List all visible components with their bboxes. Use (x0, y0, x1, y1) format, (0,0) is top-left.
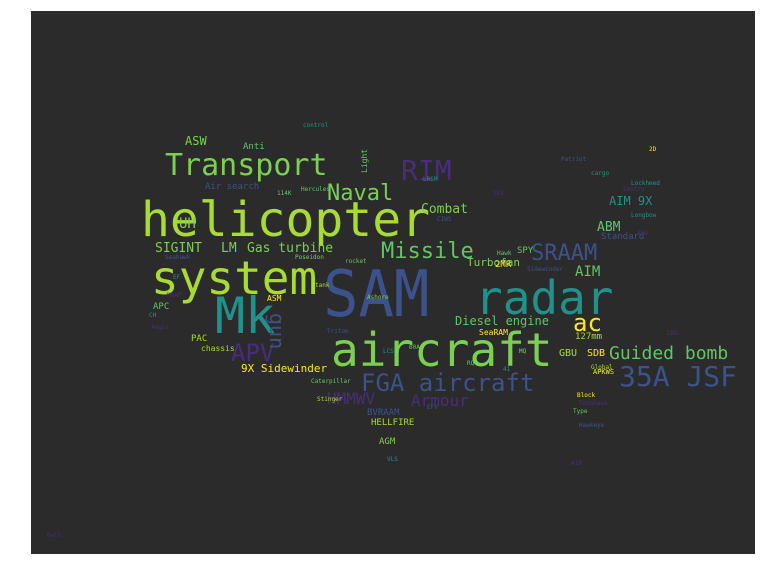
word-bvraam: BVRAAM (367, 408, 400, 418)
word-hawk: Hawk (497, 250, 512, 257)
word-efv: EFV (427, 404, 438, 411)
word-light: Light (360, 148, 369, 173)
word-rim: RIM (401, 154, 452, 187)
word-35a-jsf: 35A JSF (619, 360, 738, 393)
word-control: control (303, 122, 329, 129)
word-lcs: LCS (383, 348, 394, 355)
word-stinger: Stinger (317, 396, 343, 403)
word-mk: Mk (215, 287, 276, 345)
word-apkws: APKWS (593, 368, 615, 376)
word-gun: gun (265, 313, 289, 350)
word-aegis: Aegis (151, 324, 170, 331)
word-vls: VLS (387, 456, 398, 463)
word-sam: SAM (323, 258, 430, 332)
word-sdb: SDB (587, 348, 606, 359)
word-guided-bomb: Guided bomb (609, 343, 729, 364)
word-2d: 2D (649, 146, 657, 153)
word-hawkeye: Hawkeye (579, 422, 605, 429)
word-standard: Standard (601, 232, 645, 242)
word-60a: 60A (409, 344, 420, 351)
word-usv: USV (493, 190, 504, 197)
word-rq: RQ (467, 360, 475, 367)
word-uh: UH (179, 216, 196, 232)
word-chassis: chassis (201, 344, 235, 353)
word-fga-aircraft: FGA aircraft (361, 369, 535, 397)
word-sentry: Sentry (623, 186, 645, 193)
word-searam: SeaRAM (479, 328, 508, 337)
word-hercules: Hercules (301, 186, 330, 193)
word-ball: Ball (47, 532, 62, 539)
word-transport: Transport (165, 148, 328, 183)
word-caterpillar: Caterpillar (311, 378, 351, 385)
word-armour: Armour (411, 391, 469, 410)
word-anti: Anti (243, 142, 265, 152)
word-tomahawk: Tomahawk (579, 400, 608, 407)
word-missile: Missile (381, 239, 474, 264)
word-diesel-engine: Diesel engine (455, 314, 549, 328)
word-lrsm: LRSM (423, 176, 438, 183)
word-apc: APC (153, 302, 170, 312)
word-type: Type (573, 408, 588, 415)
word-naval: Naval (327, 181, 394, 206)
word-helicopter: helicopter (141, 192, 430, 248)
word-aim-9x: AIM 9X (609, 194, 653, 208)
word-ciws: CIWS (437, 216, 452, 223)
word-triton: Triton (327, 328, 349, 335)
word-combat: Combat (421, 202, 468, 217)
word-ashore: Ashore (367, 294, 389, 301)
word-apv: APV (231, 339, 275, 367)
word-global: Global (591, 364, 613, 371)
word-turbofan: Turbofan (467, 256, 520, 269)
word-a10: A10 (571, 460, 582, 467)
word-hellfire: HELLFIRE (371, 418, 415, 428)
word-127mm: 127mm (575, 332, 603, 342)
word-system: system (151, 251, 318, 305)
word-aim: AIM (575, 264, 601, 280)
word-mrap: MRAP (167, 292, 182, 299)
word-114k: 114K (277, 190, 292, 197)
word-poseidon: Poseidon (295, 254, 324, 261)
word-patriot: Patriot (561, 156, 587, 163)
word-radar: radar (475, 271, 614, 325)
word-aircraft: aircraft (331, 323, 553, 377)
word-cloud-canvas: SAM helicopter system aircraft radar Mk … (31, 11, 755, 554)
word-41: 41 (503, 366, 511, 373)
word-spy: SPY (517, 246, 534, 256)
word-sidewinder-small: Sidewinder (527, 266, 564, 273)
word-sigint: SIGINT (155, 241, 202, 256)
word-seahawk: Seahawk (165, 254, 191, 261)
word-asw: ASW (185, 134, 207, 148)
word-hmmwv: HMMWV (327, 389, 376, 408)
word-abm: ABM (597, 220, 621, 235)
word-block: Block (577, 392, 596, 399)
word-9x-sidewinder: 9X Sidewinder (241, 362, 328, 375)
word-asm: ASM (267, 294, 282, 303)
word-ddg: DDG (667, 330, 678, 337)
word-gas-turbine: Gas turbine (247, 241, 334, 256)
word-rocket: rocket (345, 258, 367, 265)
word-mq: MQ (519, 348, 527, 355)
word-ef: EF (173, 274, 181, 281)
word-longbow: Longbow (631, 212, 657, 219)
word-cargo: cargo (591, 170, 610, 177)
word-sraam: SRAAM (531, 241, 598, 266)
word-ch: CH (149, 312, 157, 319)
word-gbu: GBU (559, 348, 578, 359)
word-tank: tank (315, 282, 330, 289)
word-pac: PAC (191, 334, 208, 344)
word-air-search: Air search (205, 182, 260, 192)
word-agm: AGM (379, 437, 396, 447)
word-lm: LM (221, 241, 237, 256)
word-aew: AEW (637, 230, 648, 237)
word-2mr: 2MR (495, 260, 512, 270)
word-ac: ac (573, 309, 602, 337)
word-lockheed: Lockheed (631, 180, 660, 187)
